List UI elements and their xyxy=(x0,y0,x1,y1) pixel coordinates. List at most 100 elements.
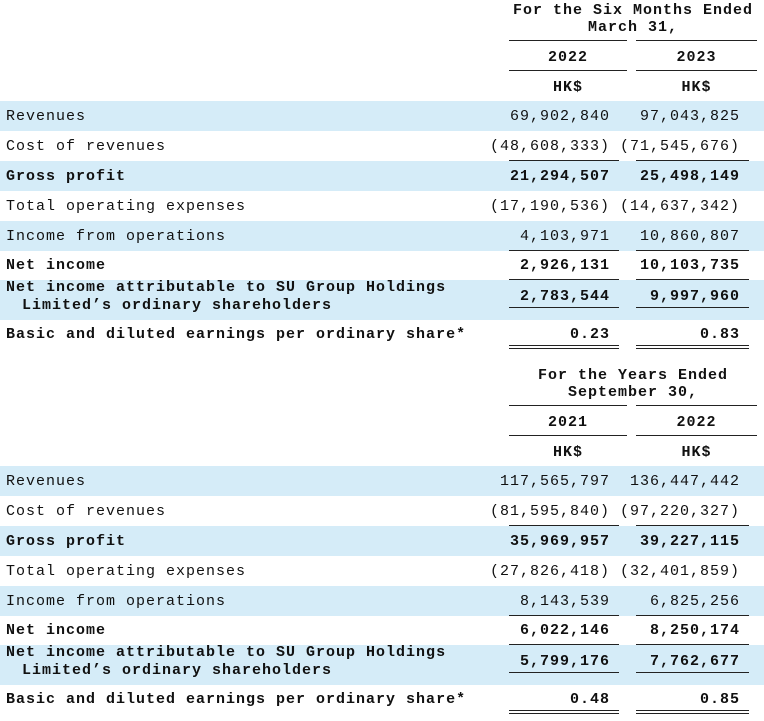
cell-value: 0.85 xyxy=(699,691,740,708)
cell-value: 0.23 xyxy=(569,326,610,343)
row-band xyxy=(0,526,764,556)
year: 2023 xyxy=(676,49,717,66)
cell-value: (81,595,840) xyxy=(489,503,610,520)
underline xyxy=(636,250,749,251)
currency: HK$ xyxy=(681,444,712,461)
row-band xyxy=(0,101,764,131)
row-label: Revenues xyxy=(6,473,87,490)
cell-value: 69,902,840 xyxy=(509,108,610,125)
underline xyxy=(636,710,749,711)
row-band xyxy=(0,161,764,191)
row-band xyxy=(0,586,764,616)
underline xyxy=(636,644,749,645)
underline xyxy=(636,348,749,349)
underline xyxy=(636,307,749,308)
cell-value: 21,294,507 xyxy=(509,168,610,185)
underline xyxy=(636,615,749,616)
cell-value: 6,022,146 xyxy=(519,622,610,639)
underline xyxy=(636,672,749,673)
underline xyxy=(509,525,619,526)
cell-value: 25,498,149 xyxy=(639,168,740,185)
cell-value: 2,926,131 xyxy=(519,257,610,274)
row-label: Net income attributable to SU Group Hold… xyxy=(6,279,447,296)
cell-value: (17,190,536) xyxy=(489,198,610,215)
row-label: Total operating expenses xyxy=(6,198,247,215)
row-label: Income from operations xyxy=(6,593,227,610)
rule xyxy=(509,40,627,41)
year: 2022 xyxy=(676,414,717,431)
cell-value: 10,103,735 xyxy=(639,257,740,274)
rule xyxy=(636,435,757,436)
currency: HK$ xyxy=(552,444,583,461)
underline xyxy=(509,672,619,673)
cell-value: 8,143,539 xyxy=(519,593,610,610)
underline xyxy=(636,160,749,161)
underline xyxy=(509,644,619,645)
underline xyxy=(509,279,619,280)
underline xyxy=(636,279,749,280)
cell-value: (48,608,333) xyxy=(489,138,610,155)
rule xyxy=(509,405,627,406)
rule xyxy=(636,70,757,71)
cell-value: 136,447,442 xyxy=(629,473,740,490)
cell-value: 35,969,957 xyxy=(509,533,610,550)
cell-value: 2,783,544 xyxy=(519,288,610,305)
cell-value: 0.48 xyxy=(569,691,610,708)
row-label: Net income xyxy=(6,622,107,639)
cell-value: 6,825,256 xyxy=(649,593,740,610)
row-label: Net income xyxy=(6,257,107,274)
cell-value: 9,997,960 xyxy=(649,288,740,305)
underline xyxy=(509,250,619,251)
cell-value: 117,565,797 xyxy=(499,473,610,490)
row-label: Net income attributable to SU Group Hold… xyxy=(6,644,447,661)
row-label: Revenues xyxy=(6,108,87,125)
row-label: Limited’s ordinary shareholders xyxy=(22,297,333,314)
underline xyxy=(509,160,619,161)
row-label: Gross profit xyxy=(6,533,127,550)
cell-value: 7,762,677 xyxy=(649,653,740,670)
row-label: Cost of revenues xyxy=(6,503,167,520)
cell-value: 0.83 xyxy=(699,326,740,343)
row-label: Cost of revenues xyxy=(6,138,167,155)
underline xyxy=(509,348,619,349)
row-label: Basic and diluted earnings per ordinary … xyxy=(6,691,467,708)
rule xyxy=(636,40,757,41)
underline xyxy=(509,307,619,308)
cell-value: 39,227,115 xyxy=(639,533,740,550)
underline xyxy=(636,345,749,346)
underline xyxy=(636,525,749,526)
column-header: March 31, xyxy=(587,19,678,36)
row-band xyxy=(0,280,764,320)
underline xyxy=(509,345,619,346)
year: 2022 xyxy=(547,49,588,66)
underline xyxy=(636,713,749,714)
year: 2021 xyxy=(547,414,588,431)
row-label: Limited’s ordinary shareholders xyxy=(22,662,333,679)
rule xyxy=(509,70,627,71)
currency: HK$ xyxy=(681,79,712,96)
row-label: Gross profit xyxy=(6,168,127,185)
cell-value: (97,220,327) xyxy=(619,503,740,520)
cell-value: (32,401,859) xyxy=(619,563,740,580)
cell-value: 4,103,971 xyxy=(519,228,610,245)
column-header: For the Years Ended xyxy=(537,367,729,384)
rule xyxy=(636,405,757,406)
currency: HK$ xyxy=(552,79,583,96)
underline xyxy=(509,710,619,711)
cell-value: 97,043,825 xyxy=(639,108,740,125)
row-label: Basic and diluted earnings per ordinary … xyxy=(6,326,467,343)
underline xyxy=(509,615,619,616)
row-band xyxy=(0,221,764,251)
column-header: For the Six Months Ended xyxy=(512,2,754,19)
cell-value: 10,860,807 xyxy=(639,228,740,245)
row-label: Total operating expenses xyxy=(6,563,247,580)
cell-value: (14,637,342) xyxy=(619,198,740,215)
rule xyxy=(509,435,627,436)
row-band xyxy=(0,466,764,496)
cell-value: (27,826,418) xyxy=(489,563,610,580)
cell-value: 8,250,174 xyxy=(649,622,740,639)
row-band xyxy=(0,645,764,685)
column-header: September 30, xyxy=(567,384,699,401)
cell-value: 5,799,176 xyxy=(519,653,610,670)
